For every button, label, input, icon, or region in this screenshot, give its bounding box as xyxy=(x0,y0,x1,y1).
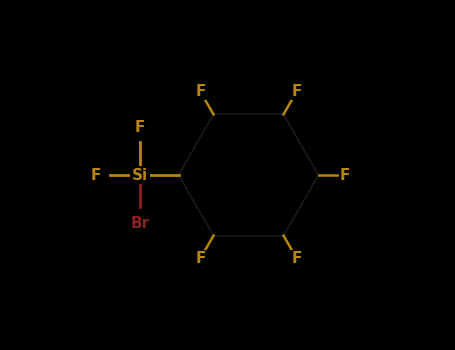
Text: Br: Br xyxy=(131,217,150,231)
Text: F: F xyxy=(91,168,101,182)
Text: F: F xyxy=(135,120,145,135)
Text: F: F xyxy=(195,84,206,99)
Text: F: F xyxy=(292,84,302,99)
Text: F: F xyxy=(195,251,206,266)
Text: F: F xyxy=(339,168,350,182)
Text: Si: Si xyxy=(132,168,148,182)
Text: F: F xyxy=(292,251,302,266)
